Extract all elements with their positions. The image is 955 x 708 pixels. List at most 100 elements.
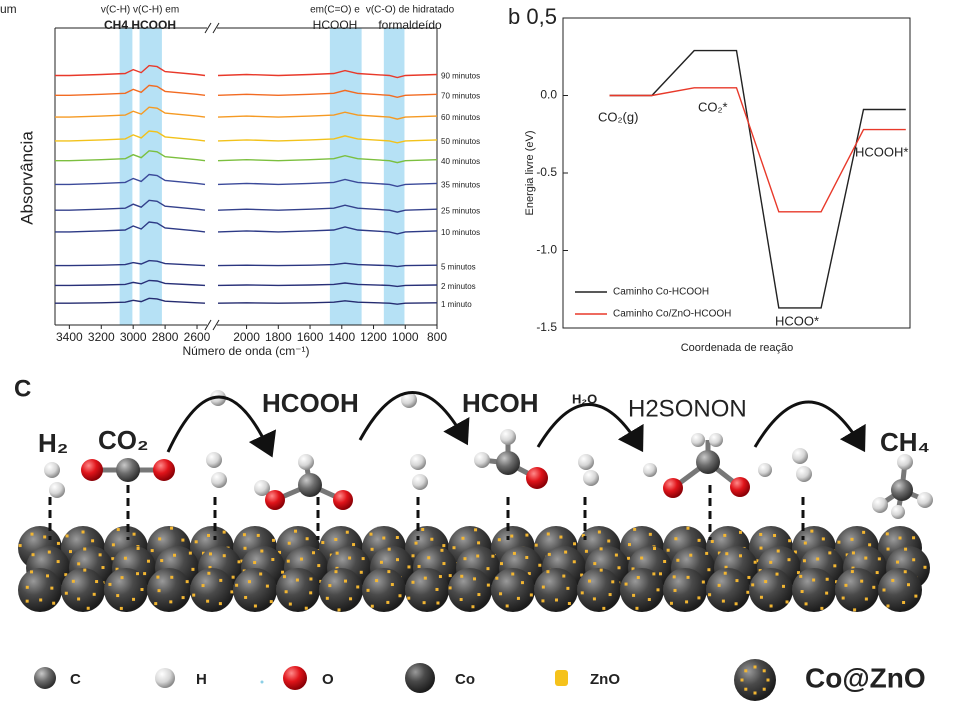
co-sphere — [61, 568, 105, 612]
zno-dot — [627, 556, 631, 560]
zno-dot — [562, 574, 566, 578]
shaded-band — [383, 28, 405, 325]
zno-dot — [903, 570, 907, 574]
h-atom — [872, 497, 888, 513]
zno-dot — [398, 594, 402, 598]
zno-dot — [334, 537, 338, 541]
zno-dot — [738, 530, 742, 534]
zno-dot — [343, 579, 347, 583]
zno-dot — [108, 582, 112, 586]
series-line — [55, 279, 438, 288]
x-tick-label: 2000 — [233, 330, 260, 344]
zno-dot — [132, 532, 136, 536]
zno-dot — [253, 604, 257, 608]
zno-dot — [83, 568, 87, 572]
zno-dot — [379, 560, 383, 564]
zno-dot — [499, 592, 503, 596]
zno-dot — [868, 543, 872, 547]
zno-dot — [689, 553, 693, 557]
zno-dot — [423, 576, 427, 580]
zno-dot — [206, 599, 210, 603]
zno-dot — [529, 593, 533, 597]
zno-dot — [218, 602, 222, 606]
legend-label: Co@ZnO — [805, 662, 926, 693]
zno-dot — [541, 599, 545, 603]
co-sphere — [18, 568, 62, 612]
zno-dot — [860, 579, 864, 583]
zno-dot — [707, 568, 711, 572]
zno-dot — [672, 575, 676, 579]
zno-dot — [47, 550, 51, 554]
zno-dot — [25, 599, 29, 603]
zno-dot — [652, 572, 656, 576]
series-line — [55, 199, 438, 213]
zno-dot — [407, 565, 411, 569]
zno-dot — [160, 559, 164, 563]
zno-dot — [685, 600, 689, 604]
zno-dot — [321, 541, 325, 545]
zno-dot — [759, 532, 763, 536]
zno-dot — [366, 588, 370, 592]
zno-dot — [253, 561, 257, 565]
zno-dot — [666, 548, 670, 552]
zno-dot — [286, 559, 290, 563]
h-atom — [758, 463, 772, 477]
zno-dot — [143, 572, 147, 576]
zno-dot — [438, 575, 442, 579]
zno-dot — [486, 583, 490, 587]
zno-dot — [170, 526, 174, 530]
zno-dot — [803, 541, 807, 545]
zno-dot — [284, 590, 288, 594]
zno-dot — [758, 569, 762, 573]
h-atom — [891, 505, 905, 519]
legend-h — [155, 668, 175, 688]
zno-dot — [269, 600, 273, 604]
zno-dot — [194, 540, 198, 544]
zno-dot — [230, 590, 234, 594]
zno-dot — [170, 575, 174, 579]
h-atom — [49, 482, 65, 498]
series-line — [55, 130, 438, 144]
x-tick-label: 2800 — [152, 330, 179, 344]
zno-dot — [30, 532, 34, 536]
zno-dot — [632, 593, 636, 597]
zno-dot — [472, 577, 476, 581]
zno-dot — [201, 584, 205, 588]
zno-dot — [663, 559, 667, 563]
zno-dot — [554, 598, 558, 602]
zno-dot — [724, 565, 728, 569]
zno-dot — [762, 669, 766, 673]
zno-dot — [891, 578, 895, 582]
zno-dot — [77, 562, 81, 566]
zno-dot — [120, 576, 124, 580]
zno-dot — [799, 574, 803, 578]
zno-dot — [382, 536, 386, 540]
species-label: CH₄ — [880, 427, 930, 457]
zno-dot — [356, 585, 360, 589]
zno-dot — [534, 543, 538, 547]
zno-dot — [804, 602, 808, 606]
zno-dot — [841, 596, 845, 600]
zno-dot — [850, 537, 854, 541]
zno-dot — [430, 537, 434, 541]
zno-dot — [352, 543, 356, 547]
zno-dot — [452, 546, 456, 550]
zno-dot — [762, 687, 766, 691]
zno-dot — [172, 553, 176, 557]
zno-dot — [295, 578, 299, 582]
h-atom — [410, 454, 426, 470]
zno-dot — [636, 576, 640, 580]
zno-dot — [755, 559, 759, 563]
zno-dot — [81, 530, 85, 534]
zno-dot — [86, 606, 90, 610]
co-sphere — [749, 568, 793, 612]
y-tick-label: -1.5 — [536, 320, 557, 334]
axis-break — [212, 22, 220, 34]
y-tick-label: 0.0 — [540, 88, 557, 102]
zno-dot — [231, 575, 235, 579]
legend-label: Caminho Co/ZnO-HCOOH — [613, 309, 731, 320]
zno-dot — [785, 600, 789, 604]
series-line — [55, 64, 438, 79]
zno-dot — [886, 547, 890, 551]
zno-dot — [769, 560, 773, 564]
